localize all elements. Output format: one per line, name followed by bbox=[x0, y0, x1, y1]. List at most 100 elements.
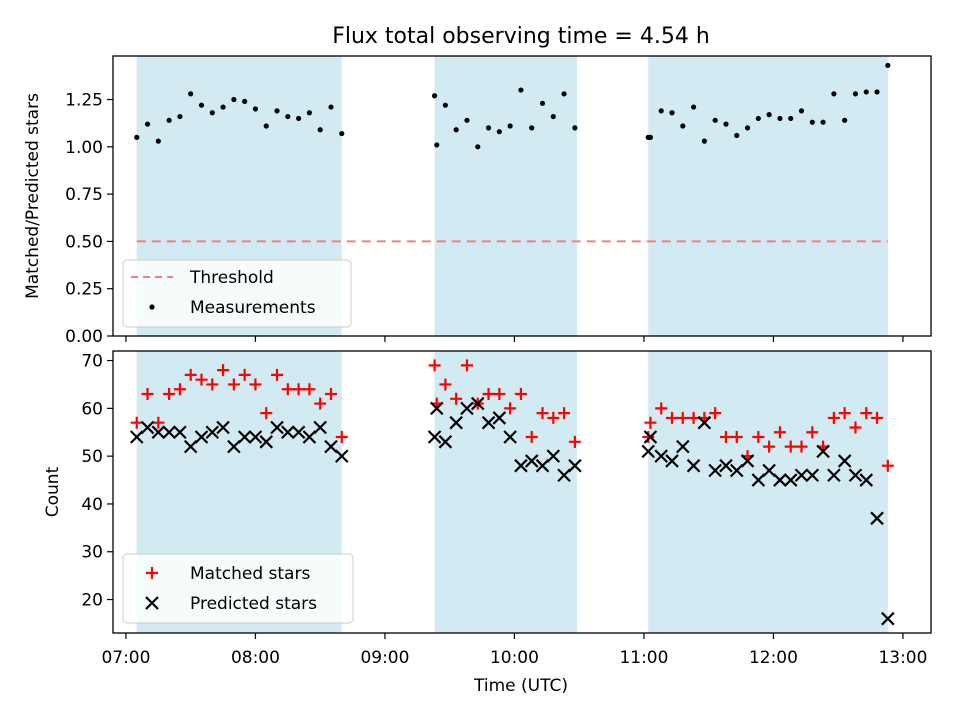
predicted-stars-legend-label: Predicted stars bbox=[190, 594, 317, 614]
measurement-point bbox=[339, 130, 345, 137]
predicted-star-marker bbox=[827, 468, 841, 483]
ratio-y-tick-label: 1.00 bbox=[65, 138, 103, 158]
predicted-star-marker bbox=[173, 425, 187, 440]
predicted-star-marker bbox=[227, 439, 241, 454]
predicted-star-marker bbox=[248, 430, 263, 444]
measurement-point bbox=[777, 115, 783, 122]
ratio-x-ticks bbox=[125, 336, 904, 342]
count-marks bbox=[129, 359, 895, 626]
predicted-star-marker bbox=[654, 449, 668, 463]
measurement-point bbox=[274, 108, 280, 114]
measurement-point bbox=[712, 117, 718, 123]
predicted-star-marker bbox=[140, 420, 155, 435]
matched-star-marker bbox=[773, 426, 786, 439]
measurement-point bbox=[809, 119, 815, 125]
measurement-point bbox=[285, 113, 291, 120]
matched-star-marker bbox=[504, 402, 517, 415]
measurement-point bbox=[723, 121, 729, 127]
predicted-star-marker bbox=[740, 454, 755, 468]
count-panel: 20 30 40 50 60 70 07:00 08:00 09:00 10:00 11:00 12… bbox=[43, 350, 932, 696]
measurement-point bbox=[755, 115, 761, 122]
predicted-star-marker bbox=[816, 444, 830, 459]
ratio-observing-interval bbox=[648, 56, 888, 336]
measurement-point bbox=[144, 121, 151, 127]
predicted-star-marker bbox=[665, 454, 679, 468]
predicted-star-marker bbox=[870, 511, 884, 526]
matched-star-marker bbox=[525, 431, 538, 444]
measurement-point bbox=[669, 110, 675, 116]
predicted-star-marker bbox=[568, 458, 582, 473]
measurement-point bbox=[496, 129, 502, 135]
matched-star-marker bbox=[849, 421, 862, 434]
count-y-tick-label: 60 bbox=[81, 399, 103, 419]
matched-star-marker bbox=[795, 440, 808, 453]
matched-star-marker bbox=[536, 407, 549, 420]
matched-star-marker bbox=[238, 368, 251, 381]
predicted-star-marker bbox=[762, 463, 776, 478]
measurement-point bbox=[734, 132, 740, 139]
matched-star-marker bbox=[709, 407, 722, 420]
measurement-point bbox=[475, 144, 481, 150]
observing-intervals-top bbox=[136, 56, 888, 336]
predicted-star-marker bbox=[805, 468, 820, 483]
measurement-point bbox=[647, 134, 654, 140]
predicted-star-marker bbox=[719, 458, 733, 473]
measurement-point bbox=[306, 110, 313, 116]
ratio-y-tick-label: 0.75 bbox=[65, 185, 103, 205]
matched-star-marker bbox=[141, 388, 154, 401]
measurement-point bbox=[863, 89, 869, 95]
measurement-point bbox=[820, 119, 826, 125]
matched-star-marker bbox=[493, 388, 506, 401]
measurements-legend-swatch bbox=[149, 304, 155, 310]
matched-star-marker bbox=[784, 440, 797, 453]
predicted-star-marker bbox=[460, 401, 474, 416]
measurement-point bbox=[198, 102, 205, 108]
measurement-point bbox=[561, 91, 567, 97]
matched-star-marker bbox=[217, 364, 230, 377]
ratio-plot-frame bbox=[112, 55, 932, 337]
predicted-star-marker bbox=[270, 420, 284, 435]
measurement-point bbox=[874, 89, 880, 95]
x-tick-label: 13:00 bbox=[878, 648, 927, 668]
count-y-tick-label: 30 bbox=[81, 543, 103, 563]
measurement-point bbox=[453, 127, 459, 133]
predicted-star-marker bbox=[151, 425, 166, 440]
predicted-star-marker bbox=[427, 430, 442, 444]
matched-star-marker bbox=[152, 416, 165, 429]
predicted-star-marker bbox=[162, 425, 176, 440]
measurement-point bbox=[155, 138, 161, 144]
predicted-star-marker bbox=[259, 435, 274, 449]
matched-star-marker bbox=[163, 388, 176, 401]
matched-stars-legend-label: Matched stars bbox=[190, 564, 310, 584]
matched-star-marker bbox=[827, 411, 840, 424]
ratio-y-tick-label: 1.25 bbox=[65, 91, 103, 111]
ratio-y-tick-label: 0.25 bbox=[65, 280, 103, 300]
measurement-point bbox=[220, 104, 226, 110]
matched-star-marker bbox=[314, 397, 327, 410]
count-y-tick-label: 40 bbox=[81, 495, 103, 515]
predicted-star-marker bbox=[492, 411, 507, 425]
matched-star-marker bbox=[450, 392, 463, 405]
predicted-star-marker bbox=[794, 468, 809, 483]
predicted-star-marker bbox=[205, 425, 220, 440]
matched-star-marker bbox=[514, 388, 527, 401]
predicted-star-marker bbox=[429, 401, 444, 416]
matched-star-marker bbox=[324, 388, 337, 401]
ratio-panel: 0.00 0.25 0.50 0.75 1.00 1.25 Matched/Predict… bbox=[23, 55, 932, 347]
matched-star-marker bbox=[482, 388, 495, 401]
predicted-star-marker bbox=[291, 425, 306, 440]
matched-star-marker bbox=[206, 378, 219, 391]
count-y-tick-label: 70 bbox=[81, 352, 103, 372]
measurement-point bbox=[572, 125, 578, 131]
x-tick-label: 10:00 bbox=[490, 648, 539, 668]
ratio-y-axis: 0.00 0.25 0.50 0.75 1.00 1.25 bbox=[65, 91, 113, 347]
measurement-point bbox=[744, 125, 751, 131]
matched-star-marker bbox=[335, 431, 348, 444]
ratio-y-axis-label: Matched/Predicted stars bbox=[23, 93, 43, 299]
measurement-point bbox=[134, 134, 140, 140]
measurement-point bbox=[263, 123, 269, 129]
predicted-star-marker bbox=[481, 415, 496, 430]
matched-star-marker bbox=[838, 407, 851, 420]
measurement-point bbox=[507, 123, 513, 129]
count-x-axis: 07:00 08:00 09:00 10:00 11:00 12:00 13:00 bbox=[101, 633, 927, 668]
